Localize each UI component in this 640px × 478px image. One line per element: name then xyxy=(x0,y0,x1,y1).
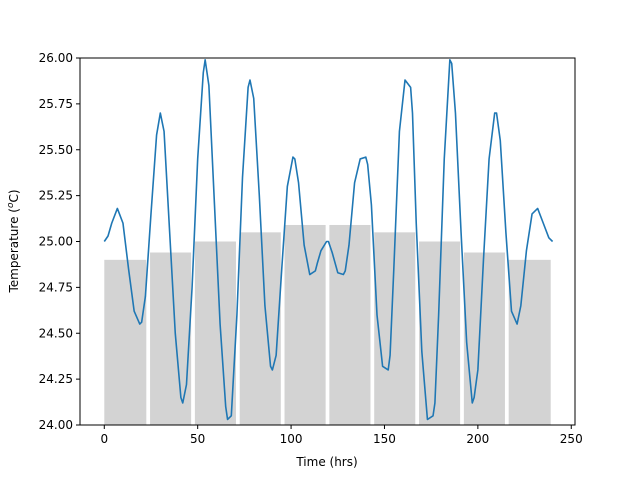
y-tick-label-1: 24.25 xyxy=(39,372,73,386)
bars-group xyxy=(104,224,551,425)
x-tick-label-0: 0 xyxy=(100,432,108,446)
bar-9 xyxy=(463,252,505,425)
bar-6 xyxy=(329,224,371,425)
bar-1 xyxy=(104,259,147,425)
y-tick-label-5: 25.25 xyxy=(39,189,73,203)
y-tick-label-4: 25.00 xyxy=(39,235,73,249)
bar-2 xyxy=(150,252,192,425)
y-axis-label-main: Temperature ( xyxy=(7,208,21,294)
bar-4 xyxy=(239,232,281,425)
x-tick-label-50: 50 xyxy=(190,432,205,446)
y-axis-label-unit: C) xyxy=(7,189,21,202)
y-tick-label-6: 25.50 xyxy=(39,143,73,157)
temperature-line-1 xyxy=(103,59,554,421)
y-tick-label-0: 24.00 xyxy=(39,418,73,432)
bar-3 xyxy=(194,241,236,425)
x-axis-label: Time (hrs) xyxy=(295,455,357,469)
x-tick-label-250: 250 xyxy=(560,432,583,446)
y-tick-label-3: 24.75 xyxy=(39,280,73,294)
line-group xyxy=(103,59,554,421)
x-tick-label-150: 150 xyxy=(373,432,396,446)
x-tick-label-200: 200 xyxy=(466,432,489,446)
y-tick-label-7: 25.75 xyxy=(39,97,73,111)
y-axis-label-superscript: o xyxy=(6,202,16,208)
axes-group: 0 50 100 150 200 250 24.00 24.25 24.50 24.75 25.00… xyxy=(39,51,583,446)
y-tick-label-8: 26.00 xyxy=(39,51,73,65)
y-axis-label: Temperature (oC) xyxy=(6,189,21,293)
x-tick-label-100: 100 xyxy=(280,432,303,446)
y-tick-label-2: 24.50 xyxy=(39,326,73,340)
bar-10 xyxy=(508,259,551,425)
